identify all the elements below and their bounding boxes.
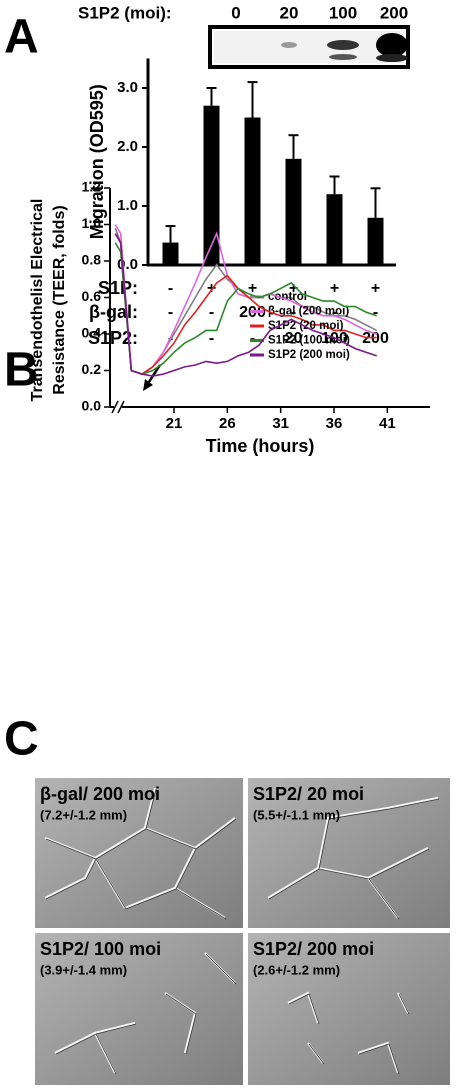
micrograph-measure: (3.9+/-1.4 mm) bbox=[40, 962, 127, 977]
legend-label: S1P2 (100 moi) bbox=[268, 335, 350, 347]
condition-value: + bbox=[371, 280, 380, 297]
condition-value: - bbox=[291, 304, 296, 321]
micrograph-title: β-gal/ 200 moi bbox=[40, 784, 160, 804]
y-tick-label: 2.0 bbox=[117, 138, 138, 155]
bar bbox=[162, 242, 179, 265]
axis-break bbox=[111, 400, 119, 414]
blot-moi: 0 bbox=[231, 3, 240, 22]
blot-label: S1P2 (moi): bbox=[78, 3, 172, 22]
y-tick-label: 0.4 bbox=[82, 325, 102, 341]
micrograph-measure: (7.2+/-1.2 mm) bbox=[40, 807, 127, 822]
legend-label: β-gal (200 moi) bbox=[268, 306, 349, 318]
axis-break bbox=[117, 400, 125, 414]
micrograph bbox=[248, 933, 450, 1085]
y-axis-label: Transendothelisl Electrical bbox=[29, 199, 46, 402]
vessel-network-edge bbox=[268, 798, 440, 920]
vessel-network-edge bbox=[55, 953, 237, 1075]
panel-label: A bbox=[4, 11, 39, 64]
micrograph-title: S1P2/ 200 moi bbox=[253, 939, 374, 959]
x-tick-label: 41 bbox=[379, 415, 396, 432]
vessel-network-edge bbox=[45, 788, 237, 920]
condition-value: + bbox=[330, 280, 339, 297]
y-axis-label: Resistance (TEER, folds) bbox=[51, 205, 68, 394]
micrograph-measure: (2.6+/-1.2 mm) bbox=[253, 962, 340, 977]
condition-value: - bbox=[209, 330, 214, 347]
micrograph-measure: (5.5+/-1.1 mm) bbox=[253, 807, 340, 822]
x-tick-label: 31 bbox=[272, 415, 289, 432]
micrographs: β-gal/ 200 moi (7.2+/-1.2 mm) S1P2/ 20 moi… bbox=[35, 778, 450, 1085]
y-tick-label: 3.0 bbox=[117, 79, 138, 96]
x-tick-label: 21 bbox=[166, 415, 183, 432]
condition-value: - bbox=[250, 330, 255, 347]
arrow bbox=[145, 364, 162, 386]
micrograph-title: S1P2/ 20 moi bbox=[253, 784, 364, 804]
legend-label: S1P2 (200 moi) bbox=[268, 349, 350, 361]
series-line bbox=[114, 242, 377, 375]
legend-label: control bbox=[268, 291, 307, 303]
y-tick-label: 0.2 bbox=[82, 361, 102, 377]
condition-value: - bbox=[209, 304, 214, 321]
blot-moi: 20 bbox=[280, 3, 299, 22]
y-axis-label: Migration (OD595) bbox=[87, 84, 107, 239]
series-line bbox=[114, 233, 377, 375]
condition-name: S1P: bbox=[98, 278, 138, 298]
blot-band bbox=[376, 54, 408, 62]
condition-value: + bbox=[248, 280, 257, 297]
y-tick-label: 1.0 bbox=[82, 215, 102, 231]
condition-value: - bbox=[168, 280, 173, 297]
y-tick-label: 0.0 bbox=[82, 398, 102, 414]
blot-background bbox=[214, 31, 404, 63]
series-line bbox=[114, 233, 377, 377]
bar bbox=[285, 158, 302, 265]
vessel-network bbox=[44, 787, 236, 919]
vessel-network bbox=[54, 952, 236, 1074]
bar bbox=[326, 194, 343, 265]
x-axis-label: Time (hours) bbox=[206, 436, 315, 456]
vessel-network bbox=[287, 991, 409, 1074]
bar bbox=[203, 105, 220, 265]
panel-label: B bbox=[4, 344, 39, 397]
arrow-head bbox=[143, 379, 153, 391]
blot-moi: 200 bbox=[380, 3, 408, 22]
blot-band bbox=[376, 33, 408, 57]
blot-moi: 100 bbox=[329, 3, 357, 22]
condition-value: 200 bbox=[362, 330, 389, 347]
blot-band bbox=[329, 54, 357, 60]
micrograph bbox=[35, 933, 243, 1085]
condition-value: - bbox=[373, 304, 378, 321]
micrograph-title: S1P2/ 100 moi bbox=[40, 939, 161, 959]
bar bbox=[367, 217, 384, 265]
condition-name: S1P2: bbox=[88, 328, 138, 348]
axis-break-gap bbox=[114, 403, 122, 411]
blot-band bbox=[327, 40, 359, 50]
y-tick-label: 1.2 bbox=[82, 179, 102, 195]
condition-value: + bbox=[289, 280, 298, 297]
panel-label: C bbox=[4, 713, 39, 766]
vessel-network-edge bbox=[288, 993, 410, 1075]
bar bbox=[244, 117, 261, 265]
y-tick-label: 0.0 bbox=[117, 256, 138, 273]
y-tick-label: 1.0 bbox=[117, 197, 138, 214]
y-tick-label: 0.6 bbox=[82, 288, 102, 304]
y-tick-label: 0.8 bbox=[82, 252, 102, 268]
condition-value: 20 bbox=[285, 330, 303, 347]
vessel-network bbox=[267, 796, 439, 919]
blot-band bbox=[281, 42, 297, 48]
condition-value: - bbox=[332, 304, 337, 321]
condition-value: - bbox=[168, 304, 173, 321]
x-tick-label: 36 bbox=[326, 415, 343, 432]
condition-name: β-gal: bbox=[89, 302, 138, 322]
x-tick-label: 26 bbox=[219, 415, 236, 432]
